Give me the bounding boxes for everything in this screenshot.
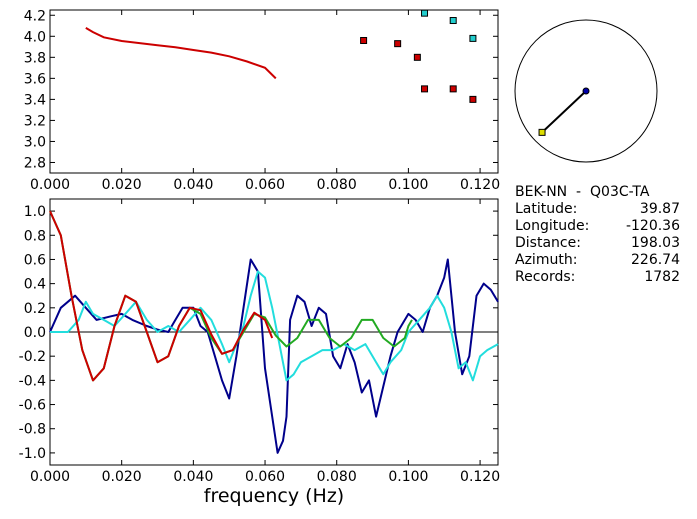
series-line	[50, 270, 499, 382]
x-tick-label: 0.120	[460, 177, 500, 193]
info-label: Records:	[515, 269, 575, 285]
scatter-point	[469, 95, 477, 103]
station-title: BEK-NN - Q03C-TA	[515, 184, 650, 200]
azimuth-circle	[514, 19, 658, 163]
y-tick-label: 4.0	[24, 29, 46, 45]
y-tick-label: -0.8	[19, 422, 46, 438]
x-axis-label: frequency (Hz)	[204, 485, 344, 507]
azimuth-plot	[514, 19, 658, 163]
scatter-point	[421, 9, 429, 17]
azimuth-line	[541, 90, 587, 134]
y-tick-label: 0.2	[24, 301, 46, 317]
y-tick-label: 3.4	[24, 92, 46, 108]
info-value: 198.03	[631, 235, 680, 251]
x-tick-label: 0.040	[173, 177, 213, 193]
scatter-point	[449, 85, 457, 93]
x-tick-label: 0.100	[388, 469, 428, 485]
y-tick-label: -0.2	[19, 349, 46, 365]
top-panel: 0.000 0.020 0.040 0.060 0.080 0.100 0.120 2.8 3.…	[24, 8, 500, 193]
bottom-series-lines	[49, 210, 499, 454]
velocity-curve	[85, 27, 277, 80]
scatter-point	[413, 53, 421, 61]
y-tick-label: 3.6	[24, 71, 46, 87]
scatter-point	[360, 36, 368, 44]
x-tick-label: 0.060	[245, 177, 285, 193]
info-value: 226.74	[631, 252, 680, 268]
y-tick-label: 3.0	[24, 134, 46, 150]
scatter-point	[449, 17, 457, 25]
series-line	[49, 210, 274, 382]
info-value: 1782	[644, 269, 680, 285]
scatter-point	[421, 85, 429, 93]
station-center-dot	[582, 87, 590, 95]
y-tick-label: 0.4	[24, 277, 46, 293]
info-label: Distance:	[515, 235, 581, 251]
y-tick-label: 3.8	[24, 50, 46, 66]
scatter-point	[469, 34, 477, 42]
x-tick-label: 0.000	[30, 469, 70, 485]
y-tick-label: 0.0	[24, 325, 46, 341]
x-tick-label: 0.060	[245, 469, 285, 485]
series-line	[49, 258, 499, 454]
x-tick-label: 0.080	[317, 177, 357, 193]
top-axis-ticks: 0.000 0.020 0.040 0.060 0.080 0.100 0.120 2.8 3.…	[24, 8, 500, 193]
info-label: Latitude:	[515, 201, 577, 217]
x-tick-label: 0.000	[30, 177, 70, 193]
y-tick-label: 2.8	[24, 155, 46, 171]
top-scatter-points	[85, 9, 477, 103]
info-value: 39.87	[640, 201, 680, 217]
y-tick-label: -0.4	[19, 373, 46, 389]
y-tick-label: 3.2	[24, 113, 46, 129]
top-plot-frame	[49, 9, 499, 174]
x-tick-label: 0.040	[173, 469, 213, 485]
scatter-point	[394, 40, 402, 48]
station-info: BEK-NN - Q03C-TA Latitude: 39.87 Longitude…	[515, 184, 680, 285]
x-tick-label: 0.120	[460, 469, 500, 485]
y-tick-label: 1.0	[24, 204, 46, 220]
x-tick-label: 0.100	[388, 177, 428, 193]
x-tick-label: 0.020	[102, 177, 142, 193]
y-tick-label: -0.6	[19, 398, 46, 414]
x-tick-label: 0.080	[317, 469, 357, 485]
bottom-axis-ticks: 0.000 0.020 0.040 0.060 0.080 0.100 0.120 -1.0 -…	[19, 199, 500, 485]
event-marker	[538, 128, 546, 136]
y-tick-label: 4.2	[24, 8, 46, 24]
info-value: -120.36	[626, 218, 680, 234]
info-label: Azimuth:	[515, 252, 577, 268]
y-tick-label: -1.0	[19, 446, 46, 462]
bottom-panel: 0.000 0.020 0.040 0.060 0.080 0.100 0.120 -1.0 -…	[19, 198, 500, 507]
y-tick-label: 0.6	[24, 252, 46, 268]
info-label: Longitude:	[515, 218, 589, 234]
x-tick-label: 0.020	[102, 469, 142, 485]
y-tick-label: 0.8	[24, 228, 46, 244]
